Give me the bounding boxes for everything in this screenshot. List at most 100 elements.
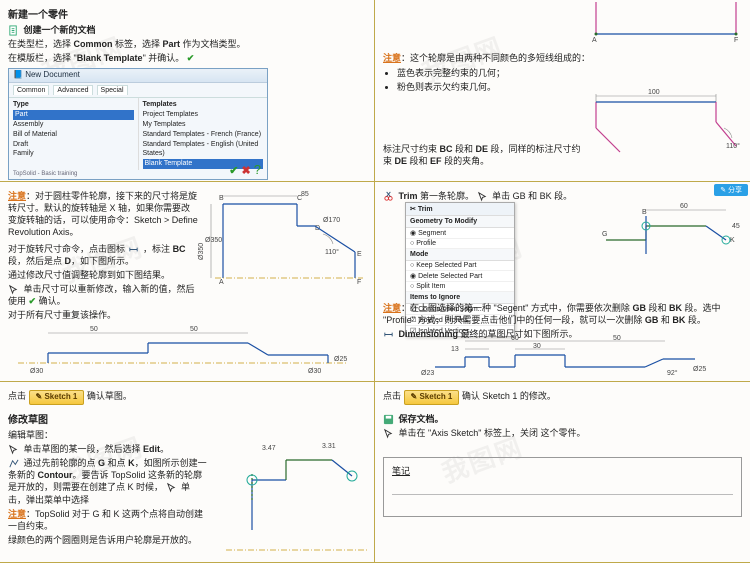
ctx-split[interactable]: ○ Split Item: [406, 282, 514, 292]
type-draft[interactable]: Draft: [13, 140, 134, 150]
svg-text:50: 50: [613, 335, 621, 342]
cursor-icon: [477, 191, 488, 202]
svg-text:K: K: [730, 237, 735, 244]
svg-text:Ø23: Ø23: [421, 370, 434, 377]
doc-icon: [8, 25, 19, 36]
panel-mid-left: 注意：对于圆柱零件轮廓，接下来的尺寸将是旋转尺寸。默认的旋转轴是 X 轴，如果你…: [0, 182, 375, 382]
svg-text:3.47: 3.47: [262, 445, 276, 452]
new-document-dialog[interactable]: 📘 New Document Common Advanced Special T…: [8, 68, 268, 180]
svg-text:E: E: [357, 251, 362, 258]
trim-icon: [383, 191, 394, 202]
check-icon: ✔: [29, 296, 37, 306]
sketch-ml-top: B C D E A F 85 Ø350 Ø350 Ø170 110°: [205, 186, 370, 290]
svg-text:A: A: [592, 37, 597, 44]
step-edit-confirm: 单击尺寸可以重新修改，输入新的值，然后使用 ✔ 确认。: [8, 283, 198, 307]
svg-text:100: 100: [648, 89, 660, 96]
type-bom[interactable]: Bill of Material: [13, 130, 134, 140]
svg-text:Ø25: Ø25: [334, 356, 347, 363]
ok-icon[interactable]: ✔: [229, 165, 238, 177]
svg-text:85: 85: [301, 191, 309, 198]
type-family[interactable]: Family: [13, 149, 134, 159]
confirm-sketch: 点击 ✎ Sketch 1 确认草图。: [8, 390, 366, 405]
tpl-en[interactable]: Standard Templates - English (United Sta…: [143, 140, 264, 160]
ctx-section: Geometry To Modify: [406, 216, 514, 228]
svg-text:50: 50: [190, 326, 198, 333]
bullet-create-doc: 创建一个新的文档: [8, 24, 366, 36]
ctx-profile[interactable]: ○ Profile: [406, 239, 514, 249]
ctx-delete[interactable]: ◉ Delete Selected Part: [406, 271, 514, 282]
modify-sketch-title: 修改草图: [8, 411, 366, 426]
note-revolution: 注意：对于圆柱零件轮廓，接下来的尺寸将是旋转尺寸。默认的旋转轴是 X 轴，如果你…: [8, 190, 198, 239]
ctx-keep[interactable]: ○ Keep Selected Part: [406, 261, 514, 271]
contour-icon: [8, 458, 19, 469]
svg-text:B: B: [642, 209, 647, 216]
sketch-button[interactable]: ✎ Sketch 1: [29, 390, 85, 405]
tab-special[interactable]: Special: [97, 85, 128, 95]
dialog-type-col[interactable]: Type Part Assembly Bill of Material Draf…: [9, 98, 139, 170]
dialog-footer: TopSolid - Basic training: [13, 171, 77, 177]
panel-top-left: 新建一个零件 创建一个新的文档 在类型栏，选择 Common 标签，选择 Par…: [0, 0, 375, 182]
legend-blue: 蓝色表示完整约束的几何；: [397, 66, 742, 79]
sketch-bl: 3.47 3.31: [222, 430, 372, 560]
step-bc: 对于旋转尺寸命令，点击图标 ，标注 BC 段，然后是点 D，如下图所示。: [8, 243, 198, 267]
note-colors: 注意：这个轮廓是由两种不同颜色的多短线组成的：: [383, 52, 742, 64]
ctx-title: ✂ Trim: [406, 203, 514, 216]
svg-text:110°: 110°: [325, 248, 339, 256]
sketch-button[interactable]: ✎ Sketch 1: [404, 390, 460, 405]
notes-box[interactable]: 笔记: [383, 457, 742, 517]
sketch-tr-top: A F: [586, 0, 746, 40]
svg-text:Ø350: Ø350: [205, 237, 222, 244]
note-trim-profile: 注意：在上图选择的第一种 "Segent" 方式中，你需要依次删除 GB 段和 …: [383, 302, 742, 326]
type-assembly[interactable]: Assembly: [13, 120, 134, 130]
dialog-tabs[interactable]: Common Advanced Special: [9, 83, 267, 98]
check-icon: ✔: [187, 53, 195, 63]
svg-text:60: 60: [680, 203, 688, 210]
tpl-my[interactable]: My Templates: [143, 120, 264, 130]
svg-text:Ø30: Ø30: [308, 368, 321, 375]
cursor-icon: [8, 284, 19, 295]
help-icon[interactable]: ?: [254, 162, 261, 177]
share-button[interactable]: ✎ 分享: [714, 184, 748, 196]
tab-advanced[interactable]: Advanced: [53, 85, 92, 95]
svg-text:Ø170: Ø170: [323, 217, 340, 224]
notes-label: 笔记: [392, 464, 733, 477]
tpl-project[interactable]: Project Templates: [143, 110, 264, 120]
step-modify: 通过修改尺寸值调整轮廓到如下图结果。: [8, 269, 198, 281]
sketch-mr-bottom: 60 50 13 30 Ø23 Ø25 92°: [415, 335, 715, 379]
svg-text:Ø25: Ø25: [693, 366, 706, 373]
instruction-1: 在类型栏，选择 Common 标签，选择 Part 作为文档类型。: [8, 38, 366, 50]
confirm-sketch-1: 点击 ✎ Sketch 1 确认 Sketch 1 的修改。: [383, 390, 742, 405]
panel-mid-right: ✎ 分享 Trim 第一条轮廓。 单击 GB 和 BK 段。 ✂ Trim Ge…: [375, 182, 750, 382]
svg-text:F: F: [734, 37, 738, 44]
cursor-icon: [8, 444, 19, 455]
cancel-icon[interactable]: ✖: [241, 165, 250, 177]
svg-text:13: 13: [451, 346, 459, 353]
ctx-segment[interactable]: ◉ Segment: [406, 228, 514, 239]
svg-text:60: 60: [511, 335, 519, 342]
tpl-fr[interactable]: Standard Templates - French (France): [143, 130, 264, 140]
svg-text:45: 45: [732, 223, 740, 230]
save-doc: 保存文档。: [383, 413, 742, 425]
instruction-2: 在模版栏，选择 "Blank Template" 并确认。 ✔: [8, 52, 366, 64]
tab-common[interactable]: Common: [13, 85, 49, 95]
svg-text:G: G: [602, 231, 607, 238]
dim-constraint-text: 标注尺寸约束 BC 段和 DE 段，同样的标注尺寸约束 DE 段和 EF 段的夹…: [383, 143, 583, 167]
dim-icon: [383, 329, 394, 340]
sketch-tr-bottom: 100 110°: [576, 88, 746, 158]
dim-icon: [128, 244, 139, 255]
panel-bottom-left: 点击 ✎ Sketch 1 确认草图。 修改草图 编辑草图： 单击草图的某一段，…: [0, 382, 375, 563]
panel-top-right: A F 注意：这个轮廓是由两种不同颜色的多短线组成的： 蓝色表示完整约束的几何；…: [375, 0, 750, 182]
open-contour-note: 绿颜色的两个圆圈则是告诉用户轮廓是开放的。: [8, 534, 208, 546]
sketch-ml-bottom: 50 50 Ø30 Ø30 Ø25: [8, 319, 358, 377]
cursor-icon: [166, 482, 177, 493]
type-part[interactable]: Part: [13, 110, 134, 120]
notes-line[interactable]: [392, 481, 733, 495]
bullet-text: 创建一个新的文档: [24, 25, 96, 35]
svg-text:Ø30: Ø30: [30, 368, 43, 375]
svg-text:3.31: 3.31: [322, 443, 336, 450]
save-icon: [383, 414, 394, 425]
dialog-buttons[interactable]: ✔ ✖ ?: [229, 162, 261, 177]
dialog-template-col[interactable]: Templates Project Templates My Templates…: [139, 98, 268, 170]
svg-text:A: A: [219, 279, 224, 286]
svg-text:92°: 92°: [667, 369, 678, 377]
